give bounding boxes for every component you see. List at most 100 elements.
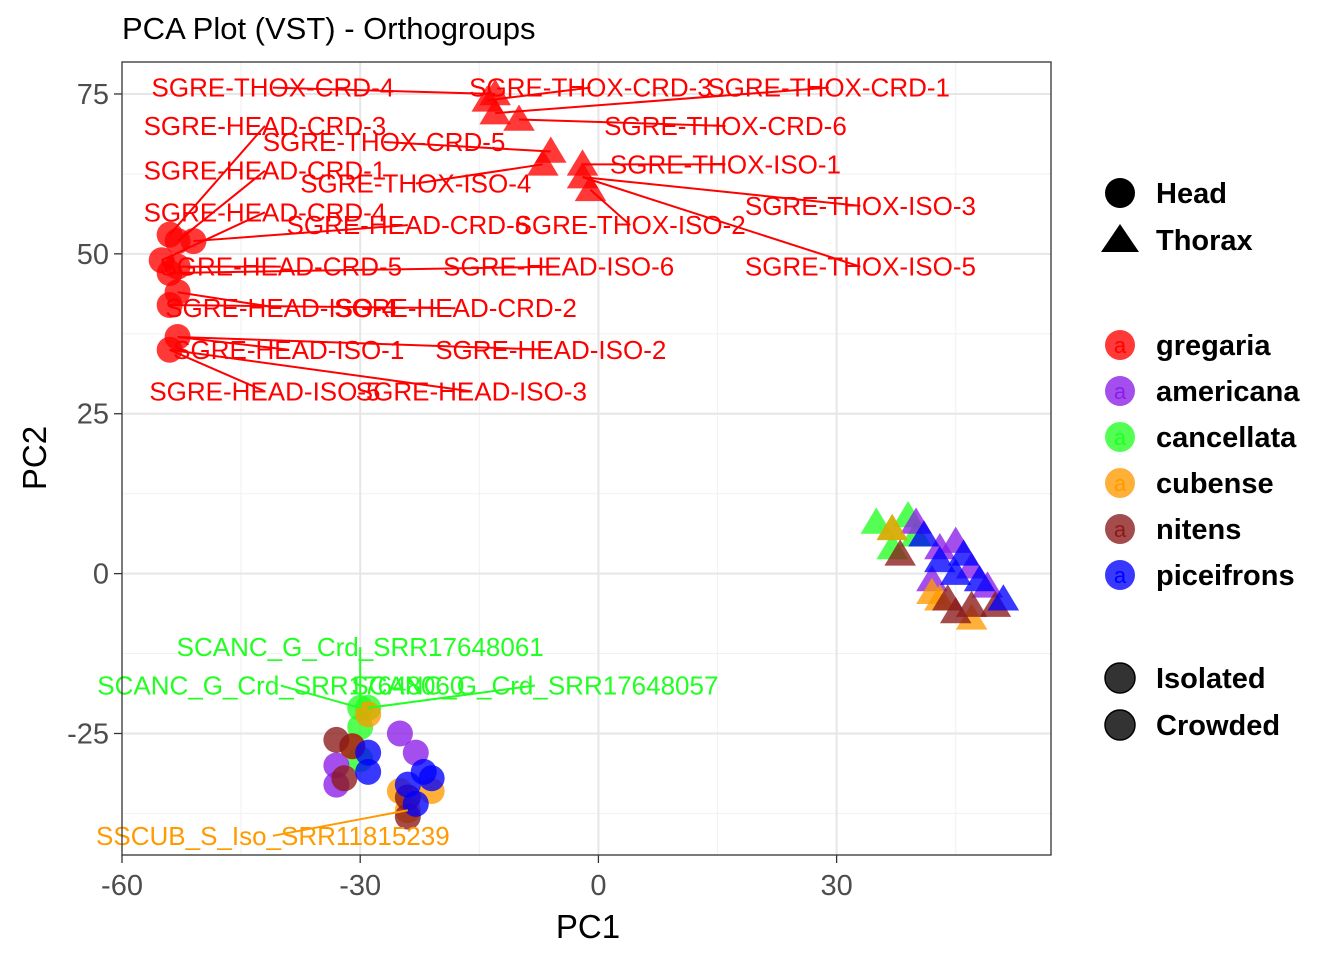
label-leader-line xyxy=(169,265,559,275)
data-point-gregaria xyxy=(527,149,559,176)
label-leader-line xyxy=(177,335,551,351)
sample-label: SGRE-THOX-ISO-1 xyxy=(610,149,841,179)
legend-species-label: cancellata xyxy=(1156,422,1297,454)
legend-species-label: piceifrons xyxy=(1156,560,1295,592)
data-point-piceifrons xyxy=(987,584,1020,611)
data-point-piceifrons xyxy=(402,790,429,817)
label-leader-line xyxy=(169,304,456,310)
sample-label: SGRE-HEAD-ISO-5 xyxy=(149,376,380,406)
legend-tissue-label: Thorax xyxy=(1156,225,1253,257)
label-leader-line xyxy=(487,86,591,102)
panel-border xyxy=(121,61,1052,856)
label-leader-line xyxy=(161,211,266,262)
sample-label: SCANC_G_Crd_SRR17648061 xyxy=(177,632,544,662)
label-leader-line xyxy=(169,348,472,393)
legend-species-key-gregaria xyxy=(1105,330,1135,360)
legend-species-glyph: a xyxy=(1114,517,1127,542)
legend-species-glyph: a xyxy=(1114,563,1127,588)
label-leader-line xyxy=(176,169,266,242)
sample-label: SGRE-THOX-CRD-3 xyxy=(469,73,712,103)
legend: Head Thorax a gregaria a americana a cancellata… xyxy=(1101,178,1300,742)
label-leader-line xyxy=(582,176,861,268)
data-point-cubense xyxy=(876,513,908,541)
sample-label: SGRE-HEAD-CRD-1 xyxy=(144,156,387,186)
sample-label: SGRE-THOX-CRD-6 xyxy=(604,111,847,141)
sample-label: SGRE-HEAD-ISO-3 xyxy=(356,376,587,406)
x-tick-label: -30 xyxy=(339,870,381,902)
data-point-piceifrons xyxy=(924,545,956,573)
y-tick-label: 0 xyxy=(93,559,109,591)
sample-label: SCANC_G_Crd_SRR17648060 xyxy=(97,671,464,701)
label-leader-line xyxy=(383,140,551,153)
data-point-piceifrons xyxy=(939,558,972,585)
legend-species-key-nitens xyxy=(1105,514,1135,544)
sample-label: SGRE-HEAD-ISO-4 xyxy=(165,293,396,323)
legend-species-label: cubense xyxy=(1156,468,1274,500)
data-point-piceifrons xyxy=(355,758,382,785)
legend-phase-key xyxy=(1104,709,1136,741)
data-point-cubense xyxy=(355,701,382,728)
label-leader-line xyxy=(193,224,408,243)
label-leader-line xyxy=(272,809,409,837)
label-leader-line xyxy=(518,118,726,127)
x-tick-label: 30 xyxy=(820,870,852,902)
data-point-gregaria xyxy=(574,174,607,202)
legend-tissue-label: Head xyxy=(1156,178,1227,210)
data-point-piceifrons xyxy=(963,565,996,592)
sample-label: SSCUB_S_Iso_SRR11815239 xyxy=(96,821,450,851)
label-leader-line xyxy=(368,684,536,709)
sample-label: SGRE-THOX-CRD-1 xyxy=(707,73,950,103)
legend-phase-key xyxy=(1104,662,1136,694)
chart-title: PCA Plot (VST) - Orthogroups xyxy=(122,11,535,46)
legend-species-key-piceifrons xyxy=(1105,560,1135,590)
label-leader-line xyxy=(582,176,861,207)
sample-label: SGRE-THOX-ISO-2 xyxy=(515,210,746,240)
data-point-nitens xyxy=(955,590,988,617)
data-point-piceifrons xyxy=(418,765,445,792)
legend-species-label: americana xyxy=(1156,376,1300,408)
data-point-piceifrons xyxy=(355,739,382,766)
legend-species-label: gregaria xyxy=(1156,330,1271,362)
label-leader-line xyxy=(177,335,289,351)
legend-thorax-key xyxy=(1101,224,1139,252)
data-point-gregaria xyxy=(503,104,535,131)
sample-label: SCANC_G_Crd_SRR17648057 xyxy=(351,671,718,701)
y-tick-label: -25 xyxy=(67,718,109,750)
data-point-piceifrons xyxy=(908,520,940,547)
label-leader-line xyxy=(415,163,543,185)
data-point-nitens xyxy=(884,539,916,566)
sample-label: SGRE-THOX-ISO-5 xyxy=(745,252,976,282)
sample-label: SGRE-THOX-ISO-3 xyxy=(745,191,976,221)
data-point-americana xyxy=(386,720,413,747)
sample-labels: SGRE-THOX-CRD-4 SGRE-THOX-CRD-3SGRE-THOX-… xyxy=(96,73,976,851)
legend-species-glyph: a xyxy=(1114,333,1127,358)
legend-species-glyph: a xyxy=(1114,425,1127,450)
sample-label: SGRE-HEAD-CRD-6 xyxy=(287,210,530,240)
x-tick-label: 0 xyxy=(590,870,606,902)
data-point-nitens xyxy=(331,765,358,792)
legend-phase-label: Crowded xyxy=(1156,710,1280,742)
sample-label: SGRE-HEAD-CRD-2 xyxy=(334,293,577,323)
sample-label: SGRE-HEAD-ISO-6 xyxy=(443,252,674,282)
x-axis-title: PC1 xyxy=(556,908,620,945)
y-tick-label: 50 xyxy=(77,239,109,271)
legend-species-glyph: a xyxy=(1114,379,1127,404)
label-leader-line xyxy=(169,348,266,393)
legend-species-glyph: a xyxy=(1114,471,1127,496)
x-tick-label: -60 xyxy=(101,870,143,902)
sample-label: SGRE-HEAD-CRD-3 xyxy=(144,111,387,141)
label-leader-line xyxy=(495,86,829,115)
sample-label: SGRE-HEAD-ISO-2 xyxy=(435,335,666,365)
legend-species-key-cubense xyxy=(1105,468,1135,498)
label-leader-line xyxy=(168,125,266,236)
y-tick-label: 75 xyxy=(77,79,109,111)
label-leader-line xyxy=(280,684,361,709)
sample-label: SGRE-HEAD-CRD-4 xyxy=(144,197,387,227)
axes: -60 -30 0 30 -25 0 25 50 75 xyxy=(67,79,853,902)
sample-label: SGRE-THOX-CRD-4 xyxy=(152,73,395,103)
legend-phase-label: Isolated xyxy=(1156,663,1266,695)
label-leader-line xyxy=(589,189,631,226)
sample-label: SGRE-HEAD-CRD-5 xyxy=(159,252,402,282)
